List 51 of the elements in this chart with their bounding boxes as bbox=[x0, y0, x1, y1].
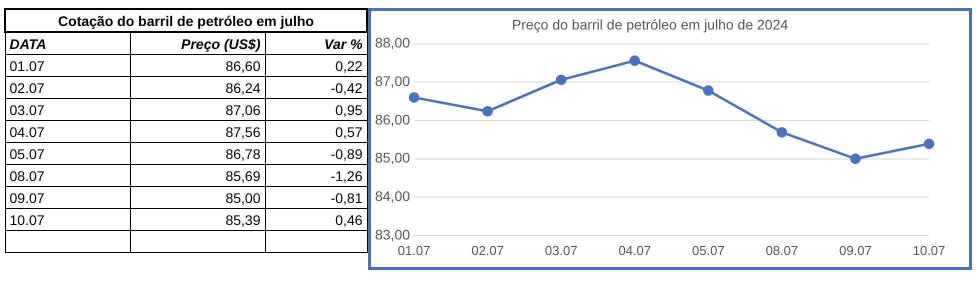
category-label: 02.07 bbox=[5, 76, 130, 98]
category-label: 08.07 bbox=[5, 164, 130, 186]
y-tick-label: 86,00 bbox=[374, 111, 410, 128]
text: Var % bbox=[265, 32, 368, 54]
text: Cotação do barril de petróleo em julho bbox=[5, 9, 368, 32]
text: DATA bbox=[5, 32, 130, 54]
x-tick-label: 05.07 bbox=[692, 242, 725, 258]
category-label: 09.07 bbox=[5, 186, 130, 208]
point bbox=[924, 138, 934, 150]
category-label: 03.07 bbox=[5, 98, 130, 120]
category-label: 05.07 bbox=[5, 142, 130, 164]
text: Preço (US$) bbox=[130, 32, 265, 54]
data-label: 87,56 bbox=[130, 120, 265, 142]
data-label: 87,06 bbox=[130, 98, 265, 120]
data-label: 0,57 bbox=[265, 120, 368, 142]
point bbox=[776, 127, 788, 138]
x-tick-label: 08.07 bbox=[766, 242, 798, 258]
point bbox=[408, 92, 420, 103]
category-label: 01.07 bbox=[5, 54, 130, 76]
y-tick-label: 87,00 bbox=[374, 72, 410, 89]
data-label: 0,46 bbox=[265, 208, 368, 230]
point bbox=[556, 74, 566, 86]
x-tick-label: 10.07 bbox=[912, 242, 946, 258]
data-label: 0,22 bbox=[265, 54, 368, 76]
x-tick-label: 02.07 bbox=[471, 242, 504, 258]
data-label: -1,26 bbox=[265, 164, 368, 186]
x-tick-label: 09.07 bbox=[839, 242, 872, 258]
data-label: -0,89 bbox=[265, 142, 368, 164]
point bbox=[850, 154, 861, 164]
x-tick-label: 04.07 bbox=[618, 242, 652, 258]
data-label: -0,42 bbox=[265, 76, 368, 98]
x-tick-label: 03.07 bbox=[544, 242, 578, 258]
category-label: 04.07 bbox=[5, 120, 130, 142]
chart-title: Preço do barril de petróleo em julho de 2024 bbox=[512, 16, 788, 32]
y-tick-label: 85,00 bbox=[374, 150, 410, 166]
category-label: 10.07 bbox=[5, 208, 130, 230]
data-label: 85,39 bbox=[130, 208, 265, 230]
data-label: -0,81 bbox=[265, 186, 368, 208]
data-label: 86,24 bbox=[130, 76, 265, 98]
data-label: 85,69 bbox=[130, 164, 265, 186]
y-tick-label: 84,00 bbox=[374, 188, 410, 204]
point bbox=[482, 106, 493, 116]
point bbox=[629, 55, 640, 66]
y-tick-label: 83,00 bbox=[374, 226, 410, 242]
y-tick-label: 88,00 bbox=[374, 34, 410, 51]
data-label: 0,95 bbox=[265, 98, 368, 120]
x-tick-label: 01.07 bbox=[398, 242, 430, 258]
data-label: 86,60 bbox=[130, 54, 265, 76]
data-label: 86,78 bbox=[130, 142, 265, 164]
point bbox=[703, 85, 714, 96]
data-label: 85,00 bbox=[130, 186, 265, 208]
